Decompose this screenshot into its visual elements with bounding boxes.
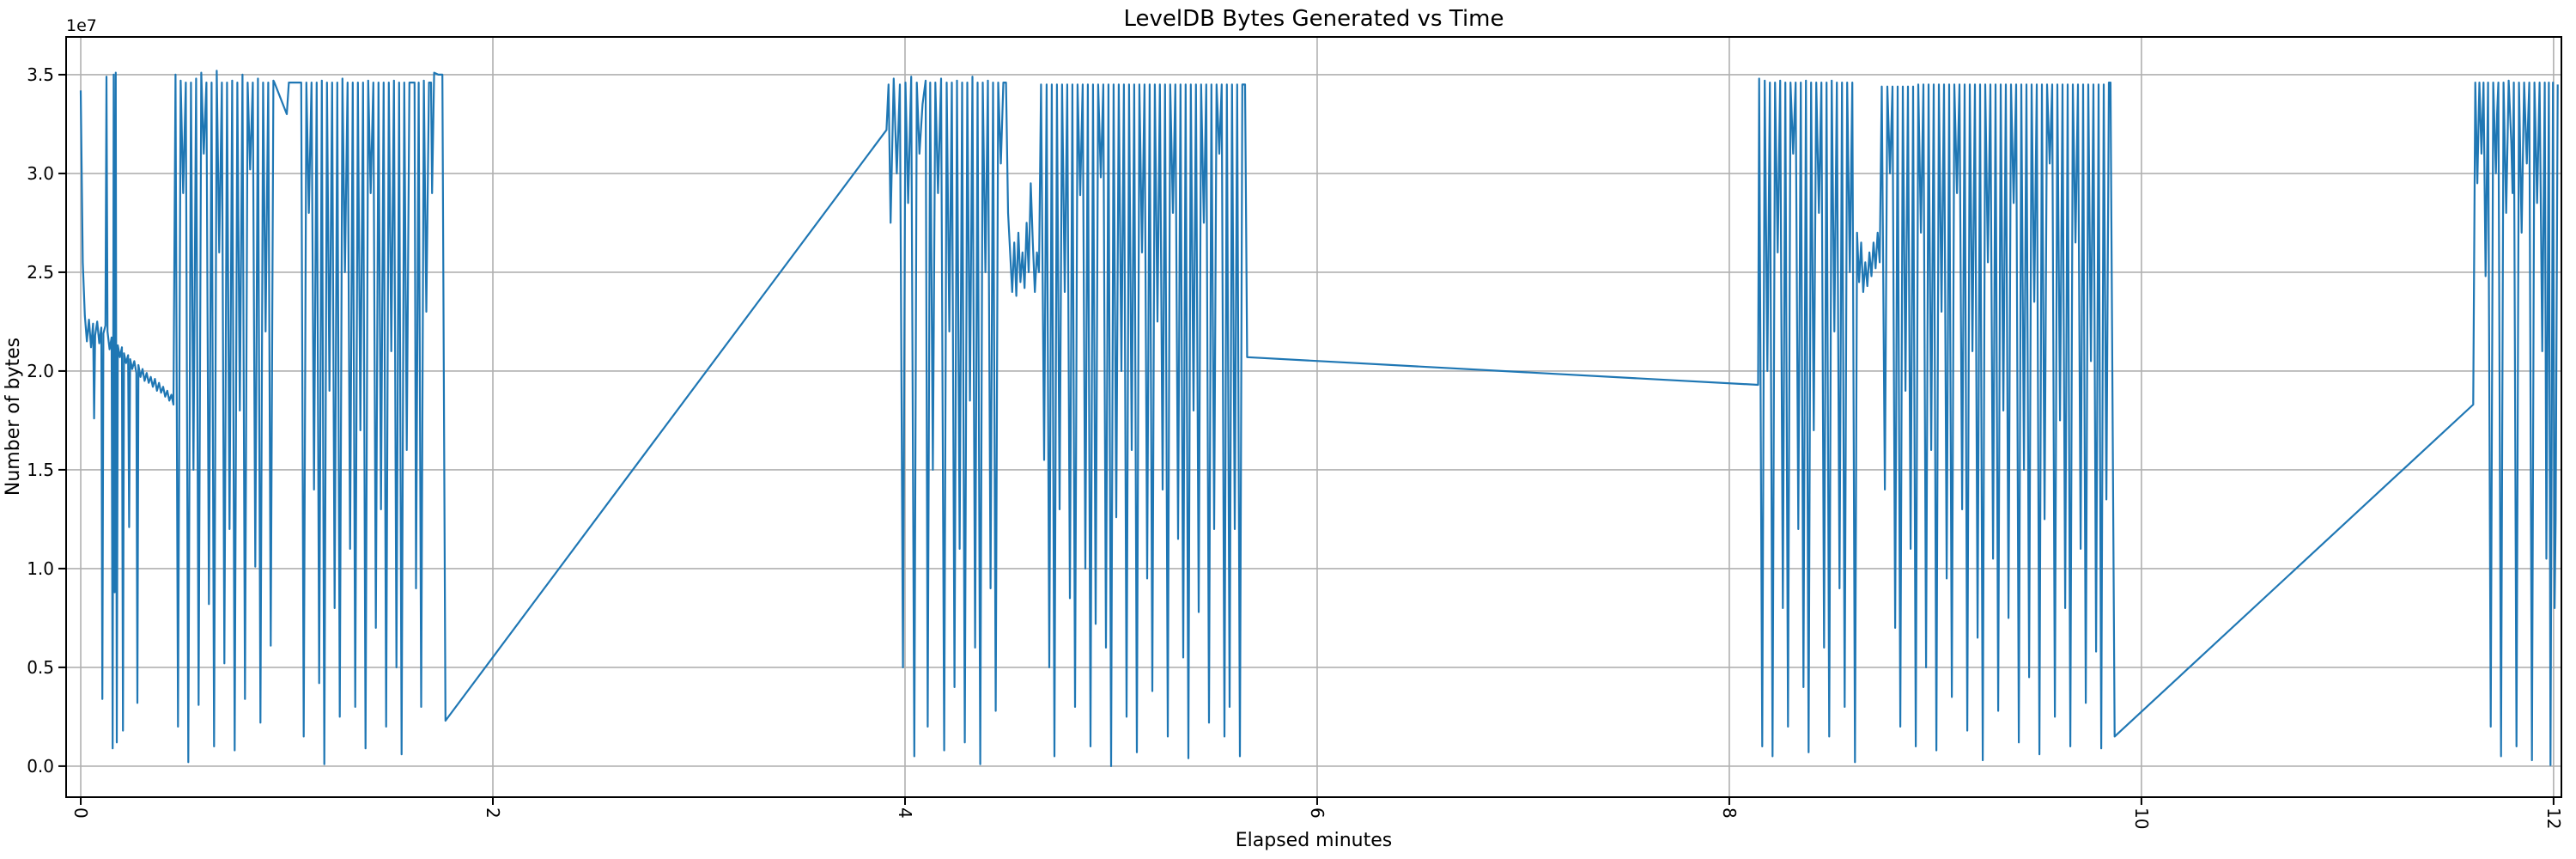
x-tick-label: 6 xyxy=(1307,807,1327,819)
data-line-layer xyxy=(79,70,2559,767)
y-tick-label: 2.0 xyxy=(27,361,54,381)
chart-title: LevelDB Bytes Generated vs Time xyxy=(1123,6,1504,32)
x-tick-label: 10 xyxy=(2131,807,2152,829)
x-tick-label: 12 xyxy=(2543,807,2564,829)
y-tick-label: 0.0 xyxy=(27,756,54,777)
x-tick-label: 2 xyxy=(483,807,503,819)
y-axis-label: Number of bytes xyxy=(3,338,24,496)
y-axis-offset-text: 1e7 xyxy=(66,16,97,35)
plot-border xyxy=(65,36,2562,798)
y-tick-label: 2.5 xyxy=(27,262,54,283)
y-tick-label: 3.0 xyxy=(27,163,54,184)
tick-marks xyxy=(58,73,2555,805)
y-tick-label: 0.5 xyxy=(27,657,54,678)
x-tick-label: 4 xyxy=(895,807,915,819)
data-line xyxy=(79,70,2559,767)
grid-lines xyxy=(66,37,2561,797)
x-tick-label: 8 xyxy=(1719,807,1740,819)
y-tick-label: 3.5 xyxy=(27,64,54,85)
y-tick-label: 1.5 xyxy=(27,460,54,480)
y-tick-label: 1.0 xyxy=(27,558,54,579)
tick-labels: 0 2 4 6 8 10 12 0.0 0.5 1.0 1.5 2.0 2.5 3.0 3.5 xyxy=(27,64,2564,830)
x-tick-label: 0 xyxy=(70,807,91,819)
x-axis-label: Elapsed minutes xyxy=(1236,830,1392,851)
